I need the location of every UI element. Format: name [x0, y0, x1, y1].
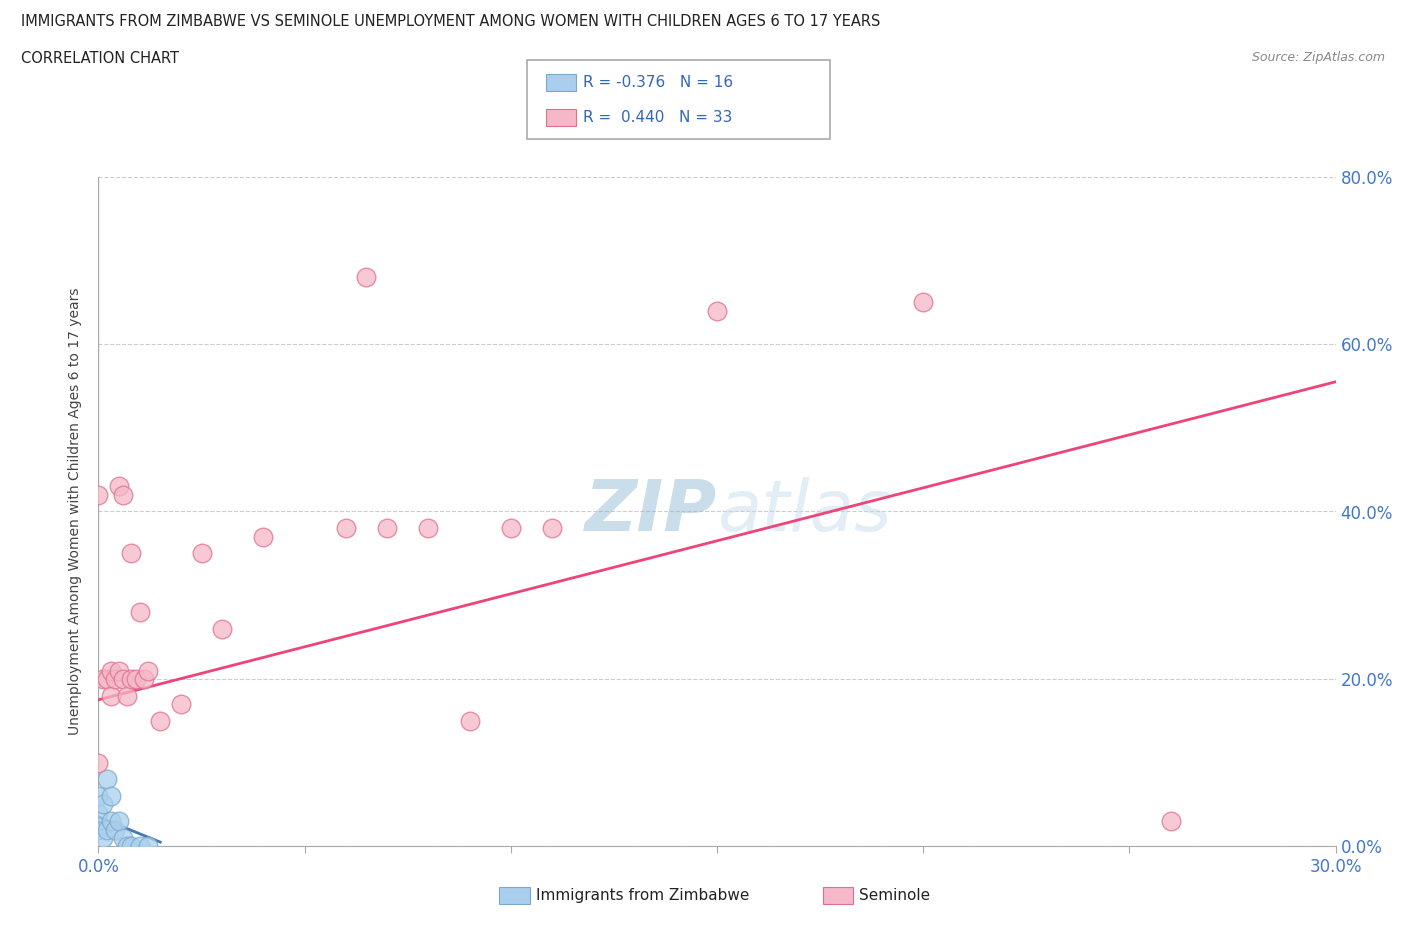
Point	[96, 671, 118, 686]
Point	[91, 830, 114, 845]
Point	[120, 671, 142, 686]
Point	[87, 805, 110, 820]
Point	[96, 772, 118, 787]
Point	[499, 521, 522, 536]
Y-axis label: Unemployment Among Women with Children Ages 6 to 17 years: Unemployment Among Women with Children A…	[69, 287, 83, 736]
Point	[100, 663, 122, 678]
Point	[117, 839, 139, 854]
Point	[356, 270, 378, 285]
Text: CORRELATION CHART: CORRELATION CHART	[21, 51, 179, 66]
Text: atlas: atlas	[717, 477, 891, 546]
Point	[91, 671, 114, 686]
Point	[100, 688, 122, 703]
Point	[335, 521, 357, 536]
Text: Immigrants from Zimbabwe: Immigrants from Zimbabwe	[536, 888, 749, 903]
Point	[91, 797, 114, 812]
Point	[170, 697, 193, 711]
Point	[912, 295, 935, 310]
Text: Seminole: Seminole	[859, 888, 931, 903]
Point	[112, 830, 135, 845]
Point	[104, 671, 127, 686]
Point	[87, 789, 110, 804]
Point	[190, 546, 212, 561]
Text: R =  0.440   N = 33: R = 0.440 N = 33	[583, 110, 733, 125]
Point	[132, 671, 155, 686]
Point	[375, 521, 398, 536]
Point	[458, 713, 481, 728]
Point	[112, 487, 135, 502]
Point	[108, 479, 131, 494]
Point	[104, 822, 127, 837]
Point	[120, 839, 142, 854]
Point	[87, 487, 110, 502]
Text: IMMIGRANTS FROM ZIMBABWE VS SEMINOLE UNEMPLOYMENT AMONG WOMEN WITH CHILDREN AGES: IMMIGRANTS FROM ZIMBABWE VS SEMINOLE UNE…	[21, 14, 880, 29]
Point	[117, 688, 139, 703]
Point	[706, 303, 728, 318]
Point	[100, 814, 122, 829]
Point	[112, 671, 135, 686]
Point	[96, 822, 118, 837]
Point	[136, 663, 159, 678]
Point	[128, 839, 150, 854]
Point	[128, 604, 150, 619]
Point	[1160, 814, 1182, 829]
Point	[136, 839, 159, 854]
Point	[149, 713, 172, 728]
Point	[87, 822, 110, 837]
Text: R = -0.376   N = 16: R = -0.376 N = 16	[583, 75, 734, 90]
Point	[211, 621, 233, 636]
Point	[418, 521, 440, 536]
Point	[108, 663, 131, 678]
Point	[124, 671, 146, 686]
Text: Source: ZipAtlas.com: Source: ZipAtlas.com	[1251, 51, 1385, 64]
Point	[108, 814, 131, 829]
Point	[100, 789, 122, 804]
Point	[541, 521, 564, 536]
Point	[87, 755, 110, 770]
Text: ZIP: ZIP	[585, 477, 717, 546]
Point	[252, 529, 274, 544]
Point	[120, 546, 142, 561]
